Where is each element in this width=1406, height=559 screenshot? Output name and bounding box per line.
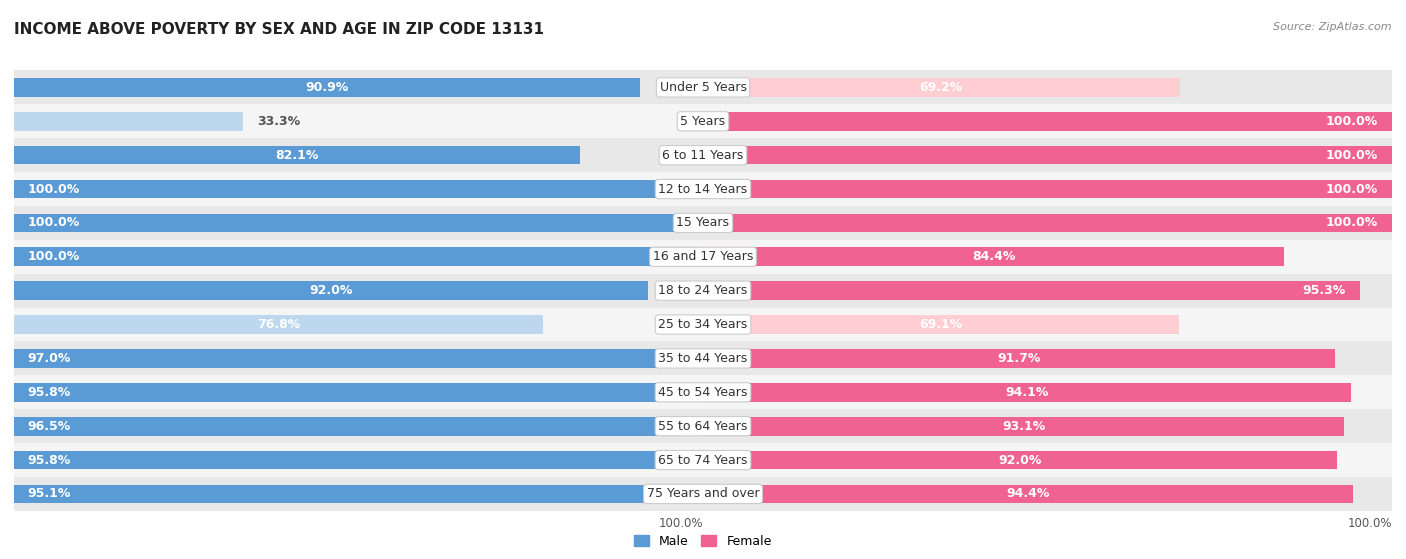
Text: 35 to 44 Years: 35 to 44 Years [658,352,748,365]
Text: 82.1%: 82.1% [276,149,319,162]
Bar [14,376,703,409]
Text: 95.8%: 95.8% [28,453,72,467]
Bar [14,417,679,435]
Bar [703,240,1392,274]
Bar [14,70,703,105]
Text: 55 to 64 Years: 55 to 64 Years [658,420,748,433]
Bar [14,214,703,232]
Bar [14,78,640,97]
Text: 92.0%: 92.0% [309,284,353,297]
Text: INCOME ABOVE POVERTY BY SEX AND AGE IN ZIP CODE 13131: INCOME ABOVE POVERTY BY SEX AND AGE IN Z… [14,22,544,37]
Bar [703,105,1392,138]
Text: 97.0%: 97.0% [28,352,72,365]
Bar [703,206,1392,240]
Text: 100.0%: 100.0% [28,183,80,196]
Text: 100.0%: 100.0% [1326,149,1378,162]
Bar [703,485,1354,503]
Text: 93.1%: 93.1% [1002,420,1045,433]
Text: 100.0%: 100.0% [28,250,80,263]
Bar [14,274,703,307]
Text: 84.4%: 84.4% [972,250,1015,263]
Bar [14,315,543,334]
Text: 94.4%: 94.4% [1007,487,1050,500]
Bar [703,78,1180,97]
Text: 94.1%: 94.1% [1005,386,1049,399]
Text: Source: ZipAtlas.com: Source: ZipAtlas.com [1274,22,1392,32]
Text: 96.5%: 96.5% [28,420,72,433]
Text: 100.0%: 100.0% [1326,216,1378,229]
Bar [14,409,703,443]
Bar [703,138,1392,172]
Text: 65 to 74 Years: 65 to 74 Years [658,453,748,467]
Bar [703,342,1392,376]
Bar [14,248,703,266]
Bar [703,376,1392,409]
Bar [703,443,1392,477]
Bar [703,70,1392,105]
Bar [14,138,703,172]
Bar [703,477,1392,511]
Bar [703,214,1392,232]
Bar [703,146,1392,164]
Text: 45 to 54 Years: 45 to 54 Years [658,386,748,399]
Bar [703,417,1344,435]
Text: 76.8%: 76.8% [257,318,301,331]
Bar [703,274,1392,307]
Text: 100.0%: 100.0% [28,216,80,229]
Bar [703,281,1360,300]
Text: 33.3%: 33.3% [257,115,301,128]
Bar [703,112,1392,131]
Bar [14,383,673,401]
Text: 69.1%: 69.1% [920,318,963,331]
Bar [14,112,243,131]
Text: 6 to 11 Years: 6 to 11 Years [662,149,744,162]
Bar [703,409,1392,443]
Bar [14,443,703,477]
Bar [703,172,1392,206]
Legend: Male, Female: Male, Female [630,530,776,553]
Bar [703,307,1392,342]
Bar [14,206,703,240]
Bar [703,451,1337,470]
Text: 75 Years and over: 75 Years and over [647,487,759,500]
Text: 100.0%: 100.0% [1326,183,1378,196]
Text: Under 5 Years: Under 5 Years [659,81,747,94]
Bar [14,477,703,511]
Text: 95.3%: 95.3% [1302,284,1346,297]
Bar [14,180,703,198]
Text: 100.0%: 100.0% [658,517,703,530]
Text: 95.8%: 95.8% [28,386,72,399]
Bar [703,315,1180,334]
Text: 25 to 34 Years: 25 to 34 Years [658,318,748,331]
Bar [14,240,703,274]
Bar [14,451,673,470]
Bar [14,281,648,300]
Text: 92.0%: 92.0% [998,453,1042,467]
Bar [14,105,703,138]
Text: 5 Years: 5 Years [681,115,725,128]
Text: 95.1%: 95.1% [28,487,72,500]
Bar [703,180,1392,198]
Bar [703,349,1334,368]
Bar [14,307,703,342]
Text: 90.9%: 90.9% [305,81,349,94]
Text: 100.0%: 100.0% [1326,115,1378,128]
Text: 18 to 24 Years: 18 to 24 Years [658,284,748,297]
Bar [703,248,1285,266]
Text: 100.0%: 100.0% [1347,517,1392,530]
Text: 12 to 14 Years: 12 to 14 Years [658,183,748,196]
Text: 16 and 17 Years: 16 and 17 Years [652,250,754,263]
Bar [703,383,1351,401]
Bar [14,342,703,376]
Text: 69.2%: 69.2% [920,81,963,94]
Bar [14,349,682,368]
Bar [14,485,669,503]
Text: 15 Years: 15 Years [676,216,730,229]
Text: 91.7%: 91.7% [997,352,1040,365]
Bar [14,172,703,206]
Bar [14,146,579,164]
